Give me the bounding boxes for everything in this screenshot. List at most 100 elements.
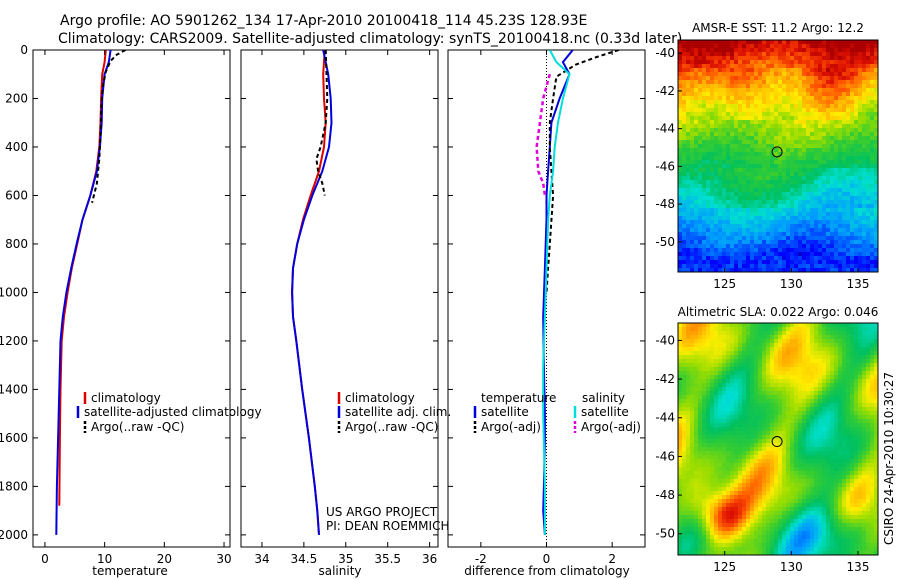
- heatmap-cell: [818, 351, 823, 356]
- heatmap-cell: [834, 124, 839, 129]
- heatmap-cell: [758, 180, 763, 185]
- heatmap-cell: [738, 335, 743, 340]
- heatmap-cell: [750, 168, 755, 173]
- heatmap-cell: [730, 208, 735, 213]
- heatmap-cell: [682, 172, 687, 177]
- heatmap-cell: [790, 44, 795, 49]
- heatmap-cell: [826, 180, 831, 185]
- heatmap-cell: [858, 411, 863, 416]
- heatmap-cell: [746, 264, 751, 269]
- heatmap-cell: [742, 371, 747, 376]
- heatmap-cell: [874, 60, 878, 65]
- heatmap-cell: [842, 463, 847, 468]
- heatmap-cell: [714, 395, 719, 400]
- heatmap-cell: [722, 136, 727, 141]
- heatmap-cell: [754, 220, 759, 225]
- heatmap-cell: [758, 156, 763, 161]
- heatmap-cell: [862, 343, 867, 348]
- heatmap-cell: [770, 475, 775, 480]
- heatmap-cell: [694, 327, 699, 332]
- heatmap-cell: [778, 68, 783, 73]
- heatmap-cell: [742, 347, 747, 352]
- heatmap-cell: [814, 403, 819, 408]
- heatmap-cell: [698, 483, 703, 488]
- heatmap-cell: [750, 216, 755, 221]
- heatmap-cell: [706, 208, 711, 213]
- heatmap-cell: [874, 351, 878, 356]
- heatmap-cell: [742, 431, 747, 436]
- heatmap-cell: [874, 471, 878, 476]
- heatmap-cell: [870, 40, 875, 45]
- heatmap-cell: [686, 48, 691, 53]
- heatmap-cell: [706, 399, 711, 404]
- heatmap-cell: [850, 168, 855, 173]
- heatmap-cell: [714, 411, 719, 416]
- heatmap-cell: [842, 367, 847, 372]
- heatmap-cell: [814, 152, 819, 157]
- heatmap-cell: [842, 44, 847, 49]
- heatmap-cell: [694, 423, 699, 428]
- heatmap-cell: [766, 64, 771, 69]
- heatmap-cell: [702, 395, 707, 400]
- heatmap-cell: [778, 52, 783, 57]
- heatmap-cell: [750, 68, 755, 73]
- heatmap-cell: [770, 156, 775, 161]
- heatmap-cell: [698, 116, 703, 121]
- heatmap-cell: [874, 327, 878, 332]
- heatmap-cell: [770, 216, 775, 221]
- heatmap-cell: [702, 228, 707, 233]
- heatmap-cell: [830, 120, 835, 125]
- heatmap-cell: [838, 363, 843, 368]
- heatmap-cell: [842, 391, 847, 396]
- heatmap-cell: [686, 212, 691, 217]
- heatmap-cell: [822, 128, 827, 133]
- heatmap-cell: [686, 387, 691, 392]
- heatmap-cell: [862, 415, 867, 420]
- heatmap-cell: [702, 339, 707, 344]
- heatmap-cell: [842, 371, 847, 376]
- heatmap-cell: [742, 459, 747, 464]
- heatmap-cell: [866, 192, 871, 197]
- heatmap-cell: [714, 343, 719, 348]
- heatmap-cell: [846, 60, 851, 65]
- heatmap-cell: [750, 156, 755, 161]
- heatmap-cell: [842, 92, 847, 97]
- heatmap-cell: [706, 240, 711, 245]
- heatmap-cell: [750, 236, 755, 241]
- heatmap-cell: [766, 84, 771, 89]
- heatmap-cell: [694, 216, 699, 221]
- heatmap-cell: [690, 180, 695, 185]
- heatmap-cell: [678, 148, 683, 153]
- heatmap-cell: [758, 244, 763, 249]
- heatmap-cell: [850, 335, 855, 340]
- heatmap-cell: [742, 403, 747, 408]
- heatmap-cell: [726, 148, 731, 153]
- heatmap-cell: [798, 184, 803, 189]
- heatmap-cell: [734, 355, 739, 360]
- heatmap-cell: [746, 88, 751, 93]
- heatmap-cell: [758, 447, 763, 452]
- heatmap-cell: [766, 379, 771, 384]
- heatmap-cell: [698, 72, 703, 77]
- heatmap-cell: [766, 184, 771, 189]
- heatmap-cell: [754, 84, 759, 89]
- heatmap-cell: [694, 479, 699, 484]
- heatmap-cell: [770, 264, 775, 269]
- heatmap-cell: [846, 387, 851, 392]
- heatmap-cell: [838, 116, 843, 121]
- heatmap-cell: [830, 40, 835, 45]
- heatmap-cell: [870, 92, 875, 97]
- heatmap-cell: [742, 188, 747, 193]
- heatmap-cell: [846, 152, 851, 157]
- heatmap-cell: [718, 459, 723, 464]
- heatmap-cell: [874, 447, 878, 452]
- heatmap-cell: [746, 327, 751, 332]
- heatmap-cell: [706, 228, 711, 233]
- heatmap-cell: [718, 395, 723, 400]
- heatmap-cell: [742, 383, 747, 388]
- heatmap-cell: [838, 475, 843, 480]
- heatmap-cell: [810, 136, 815, 141]
- heatmap-cell: [846, 248, 851, 253]
- heatmap-cell: [834, 84, 839, 89]
- heatmap-cell: [810, 184, 815, 189]
